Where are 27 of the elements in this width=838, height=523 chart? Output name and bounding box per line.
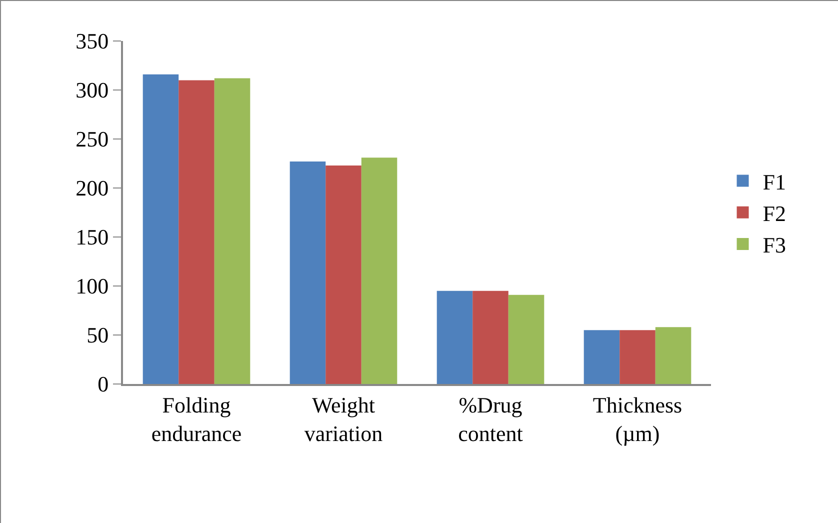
x-tick-label: Folding endurance <box>151 392 242 446</box>
y-tick-label: 100 <box>76 274 109 299</box>
x-tick-label: Weight variation <box>304 392 383 446</box>
y-tick-label: 50 <box>86 322 109 348</box>
bar <box>361 158 398 384</box>
y-tick-label: 150 <box>76 224 109 250</box>
bar <box>214 78 250 384</box>
legend-label: F3 <box>762 232 786 258</box>
bar <box>326 165 362 384</box>
bar <box>178 80 214 384</box>
bar <box>655 327 692 384</box>
legend-label: F1 <box>762 169 786 194</box>
bar <box>436 290 473 384</box>
bar <box>142 74 179 384</box>
bar <box>508 294 544 384</box>
bar <box>620 330 656 384</box>
bar <box>584 330 620 384</box>
legend-label: F2 <box>762 200 786 226</box>
x-tick-label: Thickness (µm) <box>592 392 682 446</box>
y-tick-label: 300 <box>76 78 109 103</box>
y-tick-label: 350 <box>76 28 109 54</box>
y-tick-label: 250 <box>76 126 109 152</box>
bar <box>472 290 508 384</box>
x-tick-label: %Drug content <box>458 392 523 446</box>
bar <box>290 162 326 384</box>
y-tick-label: 200 <box>76 176 109 201</box>
y-tick-label: 0 <box>98 372 109 397</box>
